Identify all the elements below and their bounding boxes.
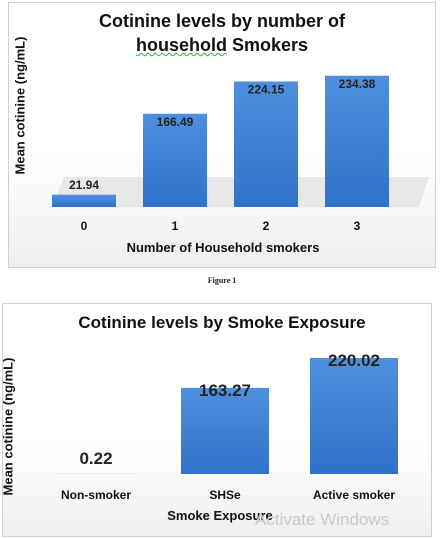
x-tick-label: SHSe — [209, 488, 241, 502]
bar-value-label: 224.15 — [248, 83, 285, 97]
chart-1-title-word-household: household — [135, 35, 227, 55]
x-tick-label: Active smoker — [313, 488, 395, 502]
bar-3 — [325, 75, 389, 208]
bar-value-label: 21.94 — [69, 178, 99, 192]
chart-1-title-line-2: household Smokers — [0, 33, 444, 57]
chart-2-title: Cotinine levels by Smoke Exposure — [78, 313, 366, 332]
bar-1 — [143, 113, 207, 207]
x-tick-label: 0 — [81, 219, 88, 233]
bar-value-label: 166.49 — [157, 115, 194, 129]
x-tick-label: 1 — [172, 219, 179, 233]
bar-active-smoker — [310, 357, 398, 474]
bar-shse — [181, 387, 269, 474]
bar-value-label: 234.38 — [339, 77, 376, 91]
activate-windows-watermark: Activate Windows — [255, 510, 390, 529]
bar-0 — [52, 194, 116, 207]
chart-1-title-line-1: Cotinine levels by number of — [98, 11, 346, 31]
bar-value-label: 0.22 — [79, 449, 112, 468]
figure-caption: Figure 1 — [207, 276, 237, 285]
chart-1-title-word-smokers: Smokers — [226, 35, 309, 55]
bar-value-label: 220.02 — [328, 351, 380, 370]
chart-1-title: Cotinine levels by number of household S… — [0, 9, 444, 57]
bar-2 — [234, 81, 298, 207]
chart-2-x-axis-label: Smoke Exposure — [167, 508, 273, 523]
chart-1-x-axis-label: Number of Household smokers — [126, 240, 320, 255]
bar-value-label: 163.27 — [199, 381, 251, 400]
x-tick-label: Non-smoker — [61, 488, 131, 502]
x-tick-label: 3 — [354, 219, 361, 233]
x-tick-label: 2 — [263, 219, 270, 233]
